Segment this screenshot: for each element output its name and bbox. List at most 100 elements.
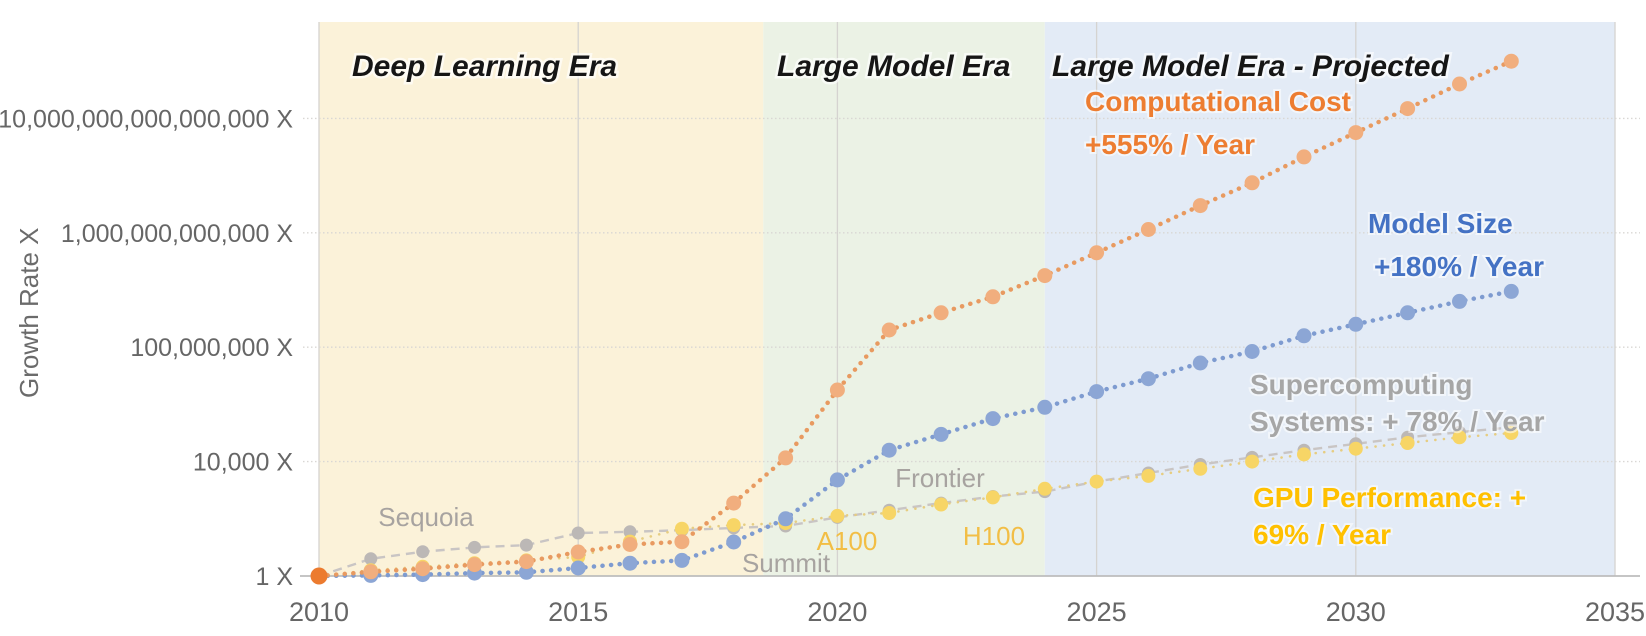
computational_cost-point-2016[interactable] (622, 537, 638, 552)
computational_cost-point-2019[interactable] (778, 450, 794, 466)
model_size-label-line2: +180% / Year (1374, 251, 1544, 282)
computational_cost-point-2010[interactable] (310, 567, 328, 585)
era-title-large-model: Large Model Era (777, 50, 1010, 83)
era-band-deep-learning (319, 22, 764, 576)
computational_cost-point-2011[interactable] (363, 564, 379, 580)
model_size-point-2028[interactable] (1244, 344, 1260, 359)
gpu-point-2028[interactable] (1245, 454, 1260, 469)
supercomputing-point-2012[interactable] (416, 545, 430, 559)
y-axis-title: Growth Rate X (14, 227, 44, 398)
supercomputing-point-2011[interactable] (364, 552, 378, 566)
model_size-point-2023[interactable] (985, 411, 1001, 427)
gpu-label-line1: GPU Performance: + (1253, 482, 1526, 513)
gpu-point-2021[interactable] (882, 506, 897, 520)
gpu-point-2030[interactable] (1348, 441, 1363, 456)
computational_cost-label-line2: +555% / Year (1085, 129, 1255, 160)
model_size-point-2030[interactable] (1348, 316, 1364, 332)
era-band-large-model-projected (1044, 22, 1615, 576)
model_size-point-2022[interactable] (933, 426, 949, 442)
series-computational_cost (310, 53, 1519, 585)
model_size-point-2014[interactable] (518, 564, 534, 580)
computational_cost-point-2032[interactable] (1452, 76, 1467, 92)
computational_cost-point-2012[interactable] (415, 561, 431, 577)
series-model_size (311, 283, 1519, 584)
computational_cost-point-2021[interactable] (881, 322, 897, 338)
model_size-point-2015[interactable] (570, 560, 586, 576)
computational_cost-point-2018[interactable] (726, 495, 742, 511)
gpu-point-2024[interactable] (1037, 481, 1052, 496)
x-tick-2035: 2035 (1585, 597, 1645, 627)
x-tick-2030: 2030 (1326, 597, 1386, 627)
computational_cost-point-2031[interactable] (1400, 101, 1416, 117)
gpu-point-2020[interactable] (830, 508, 845, 523)
gpu-point-2027[interactable] (1193, 461, 1208, 476)
computational_cost-point-2020[interactable] (829, 382, 845, 398)
computational_cost-point-2022[interactable] (933, 305, 949, 321)
computational_cost-point-2026[interactable] (1140, 222, 1156, 237)
computational_cost-point-2024[interactable] (1037, 268, 1053, 284)
model_size-point-2033[interactable] (1503, 283, 1519, 299)
y-tick: 1 X (255, 563, 293, 591)
gpu-point-2033[interactable] (1504, 426, 1519, 440)
gpu-point-2018[interactable] (726, 518, 741, 533)
annotation-a100: A100 (817, 526, 878, 556)
computational_cost-point-2023[interactable] (985, 289, 1001, 305)
gpu-point-2025[interactable] (1089, 474, 1104, 489)
gpu-label-line2: 69% / Year (1253, 519, 1391, 550)
annotation-h100: H100 (963, 521, 1025, 551)
gpu-point-2017[interactable] (674, 521, 689, 536)
annotation-summit: Summit (742, 548, 831, 578)
computational_cost-point-2028[interactable] (1244, 175, 1260, 191)
model_size-point-2021[interactable] (881, 442, 897, 458)
annotation-frontier: Frontier (895, 463, 985, 493)
y-tick: 1,000,000,000,000 X (61, 220, 293, 248)
x-tick-2015: 2015 (548, 597, 608, 627)
model_size-point-2020[interactable] (829, 472, 845, 488)
computational_cost-point-2013[interactable] (467, 557, 482, 573)
computational_cost-label-line1: Computational Cost (1085, 86, 1351, 117)
gpu-trendline (317, 431, 1513, 578)
y-tick: 10,000,000,000,000,000 X (0, 105, 293, 133)
model_size-point-2018[interactable] (726, 534, 742, 550)
model_size-trendline (316, 289, 1514, 579)
model_size-point-2017[interactable] (674, 552, 690, 568)
model_size-point-2024[interactable] (1037, 399, 1053, 415)
model_size-point-2026[interactable] (1140, 371, 1156, 387)
model_size-point-2019[interactable] (778, 511, 794, 527)
model_size-label-line1: Model Size (1368, 208, 1513, 239)
gpu-point-2023[interactable] (985, 490, 1000, 505)
model_size-point-2025[interactable] (1089, 384, 1105, 400)
computational_cost-point-2017[interactable] (674, 534, 690, 550)
supercomputing-trendline (318, 426, 1512, 578)
model_size-point-2032[interactable] (1452, 293, 1467, 309)
supercomputing-point-2016[interactable] (623, 525, 637, 539)
y-tick: 10,000 X (193, 449, 293, 477)
computational_cost-point-2030[interactable] (1348, 125, 1364, 141)
gpu-point-2026[interactable] (1141, 468, 1156, 483)
computational_cost-point-2015[interactable] (570, 544, 586, 560)
computational_cost-point-2014[interactable] (518, 554, 534, 570)
supercomputing-label-line2: Systems: + 78% / Year (1250, 406, 1545, 437)
gpu-point-2032[interactable] (1452, 430, 1467, 445)
x-tick-2025: 2025 (1067, 597, 1127, 627)
model_size-point-2027[interactable] (1192, 355, 1208, 371)
computational_cost-point-2025[interactable] (1089, 245, 1105, 261)
computational_cost-trendline (316, 58, 1514, 579)
model_size-point-2029[interactable] (1296, 328, 1312, 344)
computational_cost-point-2027[interactable] (1192, 198, 1208, 214)
era-title-large-model-projected: Large Model Era - Projected (1052, 50, 1449, 83)
y-tick: 100,000,000 X (130, 334, 293, 362)
model_size-point-2016[interactable] (622, 555, 638, 571)
supercomputing-point-2015[interactable] (571, 526, 585, 540)
supercomputing-label-line1: Supercomputing (1250, 369, 1472, 400)
supercomputing-point-2014[interactable] (519, 538, 533, 552)
computational_cost-point-2033[interactable] (1503, 53, 1519, 69)
model_size-point-2031[interactable] (1400, 305, 1416, 321)
gpu-point-2029[interactable] (1297, 447, 1311, 462)
computational_cost-point-2029[interactable] (1296, 149, 1312, 165)
supercomputing-point-2013[interactable] (468, 540, 481, 554)
gpu-point-2022[interactable] (934, 497, 949, 512)
gpu-point-2031[interactable] (1400, 436, 1415, 450)
